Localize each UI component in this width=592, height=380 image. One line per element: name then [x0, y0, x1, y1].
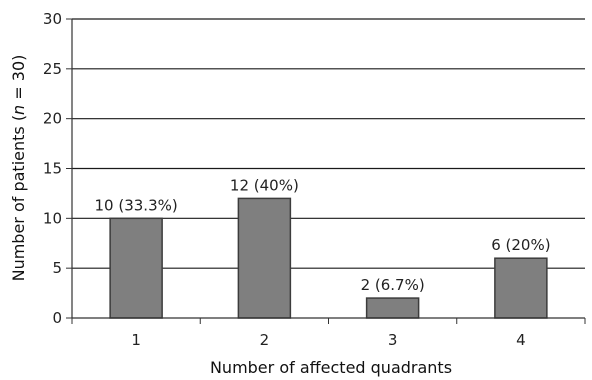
- axes: [66, 18, 586, 324]
- x-tick-label: 3: [388, 331, 398, 349]
- data-label: 10 (33.3%): [95, 196, 178, 214]
- data-label: 2 (6.7%): [361, 276, 425, 294]
- x-tick-label: 1: [131, 331, 141, 349]
- y-tick-label: 10: [43, 209, 62, 227]
- y-tick-label: 5: [52, 259, 62, 277]
- labels: 0 5 10 15 20 25 30 10 (33.3%) 1 12 (40%) 2 2 (6.7%)…: [43, 10, 551, 349]
- y-tick-label: 0: [52, 309, 62, 327]
- x-tick-label: 2: [260, 331, 270, 349]
- bar-4: [494, 257, 548, 319]
- y-tick-label: 20: [43, 110, 62, 128]
- x-tick-label: 4: [516, 331, 526, 349]
- data-label: 6 (20%): [491, 236, 550, 254]
- bars: [109, 197, 548, 319]
- bar-3: [365, 297, 420, 319]
- y-tick-label: 25: [43, 60, 62, 78]
- data-label: 12 (40%): [230, 176, 299, 194]
- y-tick-label: 30: [43, 10, 62, 28]
- x-axis-title: Number of affected quadrants: [210, 358, 452, 377]
- bar-1: [109, 217, 163, 319]
- bar-2: [237, 197, 292, 319]
- y-axis-title: Number of patients (n = 30): [9, 55, 28, 282]
- y-tick-label: 15: [43, 160, 62, 178]
